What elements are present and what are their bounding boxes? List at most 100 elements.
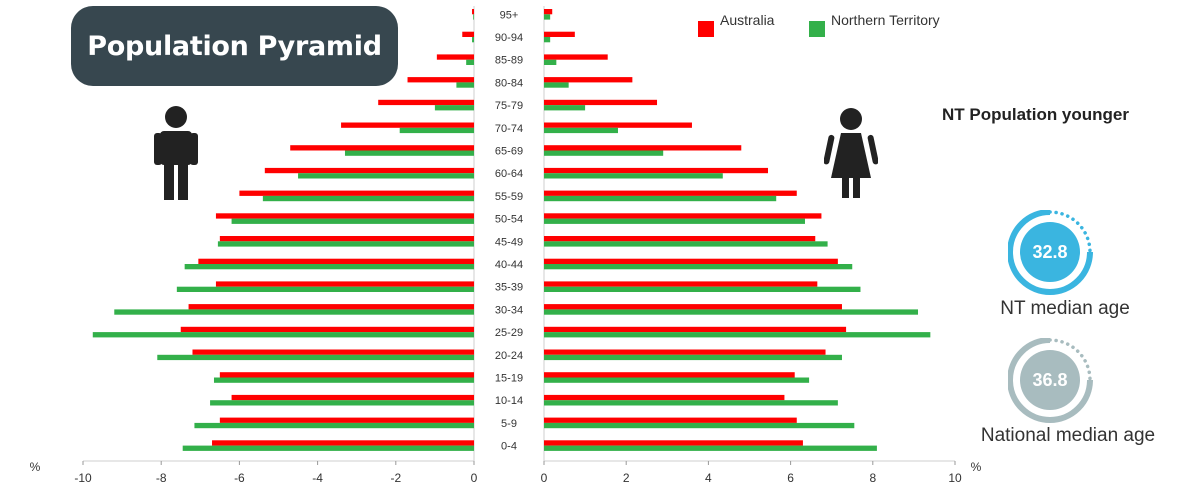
bar-right-northern-territory — [544, 195, 777, 202]
bar-left-australia — [198, 258, 474, 264]
age-group-label: 5-9 — [501, 418, 517, 430]
national-median-badge: 36.8 — [1008, 338, 1104, 434]
bar-right-northern-territory — [544, 173, 723, 179]
nt-median-label: NT median age — [1000, 298, 1130, 319]
age-group-label: 10-14 — [495, 395, 523, 407]
legend-label-northern-territory: Northern Territory — [831, 12, 940, 28]
age-group-label: 20-24 — [495, 350, 523, 362]
legend-swatch-northern-territory — [809, 21, 825, 37]
bar-right-australia — [544, 145, 742, 151]
age-group-label: 90-94 — [495, 32, 523, 44]
bar-right-australia — [544, 349, 826, 355]
left-x-tick-label: -8 — [156, 471, 167, 485]
bar-left-australia — [180, 326, 474, 333]
left-x-tick-label: -2 — [390, 471, 401, 485]
bar-left-northern-territory — [466, 59, 474, 65]
bar-left-australia — [462, 31, 474, 37]
nt-median-badge: 32.8 — [1008, 210, 1104, 306]
bar-left-australia — [378, 99, 474, 106]
right-x-tick-label: 10 — [948, 471, 962, 485]
bar-right-australia — [544, 258, 838, 264]
left-x-tick-label: -4 — [312, 471, 323, 485]
age-group-label: 45-49 — [495, 236, 523, 248]
right-x-tick-label: 2 — [623, 471, 630, 485]
right-unit-label: % — [971, 460, 982, 474]
bar-left-northern-territory — [157, 354, 475, 361]
bar-left-northern-territory — [184, 264, 474, 270]
bar-left-northern-territory — [344, 150, 474, 156]
age-group-label: 50-54 — [495, 214, 523, 226]
bar-left-australia — [215, 281, 474, 287]
age-group-label: 30-34 — [495, 304, 523, 316]
bar-left-northern-territory — [92, 332, 475, 338]
legend-item-australia: Australia — [698, 12, 774, 37]
bar-left-australia — [341, 122, 474, 128]
legend-item-northern-territory: Northern Territory — [809, 12, 940, 37]
age-group-label: 60-64 — [495, 168, 523, 180]
bar-right-australia — [544, 99, 658, 106]
bar-right-australia — [544, 213, 822, 219]
bar-right-australia — [544, 326, 847, 333]
bar-right-northern-territory — [544, 354, 842, 361]
bar-left-australia — [239, 190, 474, 196]
bar-left-northern-territory — [213, 377, 475, 383]
bar-right-northern-territory — [544, 445, 877, 451]
age-group-label: 65-69 — [495, 146, 523, 158]
bar-left-australia — [264, 167, 474, 174]
left-x-tick-label: 0 — [471, 471, 478, 485]
bar-right-northern-territory — [544, 105, 586, 111]
age-group-label: 80-84 — [495, 77, 523, 89]
bar-left-northern-territory — [262, 195, 474, 202]
bar-left-northern-territory — [399, 127, 474, 134]
age-group-label: 25-29 — [495, 327, 523, 339]
bar-left-australia — [219, 236, 474, 242]
age-group-label: 95+ — [500, 9, 519, 21]
bar-right-australia — [544, 9, 553, 15]
age-group-label: 35-39 — [495, 282, 523, 294]
national-median-value: 36.8 — [1032, 369, 1068, 390]
bar-right-northern-territory — [544, 59, 557, 65]
bar-left-northern-territory — [217, 241, 474, 247]
bar-left-northern-territory — [472, 37, 474, 43]
bar-right-australia — [544, 31, 575, 37]
bar-left-northern-territory — [473, 14, 474, 20]
bar-right-northern-territory — [544, 422, 855, 429]
bar-left-northern-territory — [194, 422, 474, 429]
bar-left-northern-territory — [434, 105, 474, 111]
bar-left-australia — [192, 349, 475, 355]
age-group-label: 55-59 — [495, 191, 523, 203]
right-x-tick-label: 4 — [705, 471, 712, 485]
bar-right-australia — [544, 417, 797, 423]
bar-right-australia — [544, 281, 818, 287]
bar-left-australia — [188, 304, 474, 310]
legend-swatch-australia — [698, 21, 714, 37]
bar-left-northern-territory — [182, 445, 474, 451]
national-median-label: National median age — [980, 425, 1156, 446]
bar-right-northern-territory — [544, 241, 828, 247]
bar-left-northern-territory — [231, 218, 474, 224]
right-x-tick-label: 0 — [541, 471, 548, 485]
bar-left-australia — [290, 145, 474, 151]
bar-right-northern-territory — [544, 37, 551, 43]
bar-left-northern-territory — [456, 82, 474, 88]
bar-left-australia — [215, 213, 474, 219]
nt-median-value: 32.8 — [1032, 241, 1068, 262]
age-group-label: 75-79 — [495, 100, 523, 112]
bar-right-australia — [544, 236, 816, 242]
bar-right-australia — [544, 167, 768, 174]
bar-left-australia — [219, 417, 474, 423]
bar-left-northern-territory — [298, 173, 474, 179]
bar-right-northern-territory — [544, 332, 931, 338]
age-group-label: 15-19 — [495, 373, 523, 385]
page-title: Population Pyramid — [71, 6, 398, 86]
female-person-icon — [823, 108, 879, 205]
left-unit-label: % — [30, 460, 41, 474]
bar-right-northern-territory — [544, 150, 664, 156]
bar-right-northern-territory — [544, 377, 810, 383]
age-group-label: 40-44 — [495, 259, 523, 271]
bar-right-northern-territory — [544, 264, 853, 270]
age-group-label: 85-89 — [495, 55, 523, 67]
bar-right-australia — [544, 77, 633, 83]
bar-left-australia — [436, 54, 474, 60]
